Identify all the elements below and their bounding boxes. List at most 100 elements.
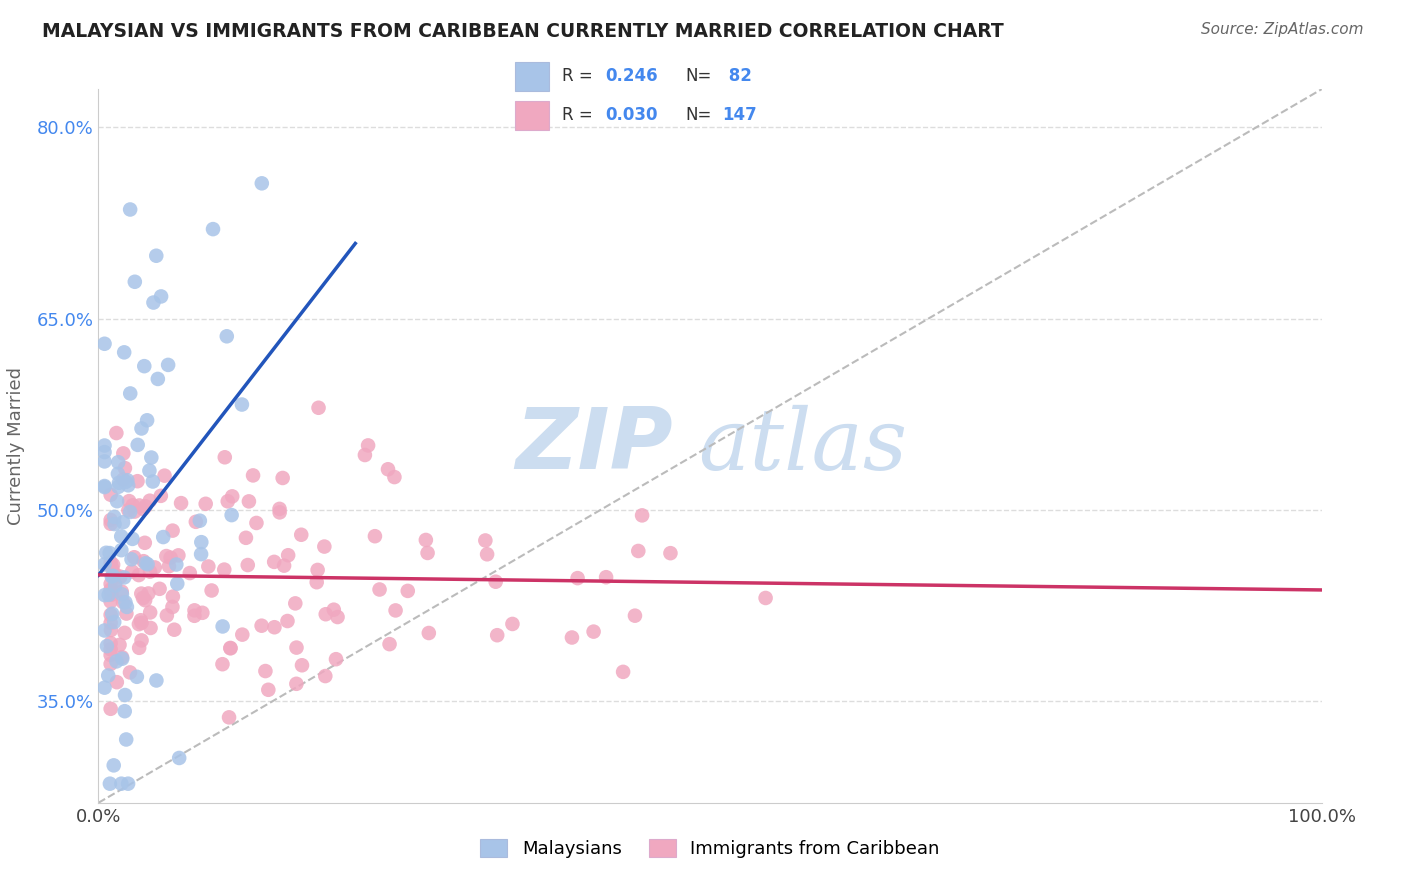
- Point: [134, 593, 156, 607]
- Point: [416, 546, 439, 560]
- Point: [197, 559, 219, 574]
- Point: [314, 540, 336, 554]
- Point: [612, 665, 634, 679]
- Point: [93, 624, 115, 638]
- Point: [624, 608, 647, 623]
- Point: [103, 758, 125, 772]
- Point: [100, 615, 122, 630]
- Point: [231, 398, 253, 412]
- Point: [107, 455, 129, 469]
- Point: [136, 413, 159, 427]
- Point: [131, 586, 153, 600]
- Point: [561, 631, 583, 645]
- Point: [138, 464, 160, 478]
- Point: [139, 606, 162, 620]
- Text: 147: 147: [723, 106, 758, 124]
- Point: [118, 494, 141, 508]
- Point: [325, 652, 347, 666]
- Point: [221, 489, 243, 503]
- Text: N=: N=: [686, 68, 711, 86]
- Point: [149, 489, 172, 503]
- Point: [167, 751, 190, 765]
- Point: [659, 546, 682, 560]
- Point: [217, 494, 239, 508]
- Point: [384, 470, 406, 484]
- Point: [142, 475, 165, 489]
- Point: [162, 524, 184, 538]
- Point: [132, 502, 155, 516]
- Point: [218, 710, 240, 724]
- Point: [273, 558, 295, 573]
- Point: [142, 295, 165, 310]
- Point: [170, 496, 193, 510]
- Point: [132, 591, 155, 605]
- Point: [276, 614, 298, 628]
- Point: [285, 677, 308, 691]
- Point: [121, 532, 143, 546]
- Point: [201, 583, 224, 598]
- Point: [93, 480, 115, 494]
- Point: [134, 500, 156, 514]
- Point: [214, 563, 236, 577]
- Point: [595, 570, 617, 584]
- Point: [290, 527, 312, 541]
- Text: 82: 82: [723, 68, 752, 86]
- Point: [136, 558, 159, 572]
- Point: [271, 471, 294, 485]
- Point: [135, 556, 157, 570]
- Point: [179, 566, 201, 580]
- Text: R =: R =: [562, 68, 592, 86]
- Point: [110, 543, 132, 558]
- Point: [100, 623, 122, 637]
- Point: [257, 682, 280, 697]
- Point: [188, 514, 211, 528]
- Point: [127, 474, 149, 488]
- Point: [93, 479, 115, 493]
- Point: [120, 202, 142, 217]
- Point: [114, 461, 136, 475]
- Point: [101, 569, 124, 583]
- Point: [93, 336, 115, 351]
- Point: [250, 618, 273, 632]
- Point: [100, 648, 122, 662]
- Point: [93, 454, 115, 468]
- Point: [103, 509, 125, 524]
- Point: [101, 607, 124, 621]
- Point: [100, 636, 122, 650]
- Point: [219, 640, 242, 655]
- Point: [235, 531, 257, 545]
- Point: [263, 555, 285, 569]
- Point: [245, 516, 267, 530]
- Point: [190, 535, 212, 549]
- Point: [221, 508, 243, 522]
- Point: [121, 565, 143, 579]
- Point: [112, 515, 135, 529]
- Point: [378, 637, 401, 651]
- Point: [93, 445, 115, 459]
- Point: [567, 571, 589, 585]
- Point: [486, 628, 509, 642]
- Point: [131, 615, 153, 630]
- Point: [242, 468, 264, 483]
- Point: [96, 546, 118, 560]
- Point: [131, 421, 153, 435]
- Point: [100, 702, 122, 716]
- Point: [357, 438, 380, 452]
- Point: [219, 641, 242, 656]
- Point: [117, 478, 139, 492]
- Point: [134, 359, 156, 373]
- Point: [269, 505, 291, 519]
- Point: [118, 665, 141, 680]
- Point: [120, 386, 142, 401]
- Point: [755, 591, 778, 605]
- Point: [153, 468, 176, 483]
- Point: [96, 639, 118, 653]
- Point: [128, 640, 150, 655]
- Point: [194, 497, 217, 511]
- Point: [418, 626, 440, 640]
- Point: [100, 657, 122, 671]
- Point: [114, 688, 136, 702]
- Point: [191, 606, 214, 620]
- Point: [214, 450, 236, 465]
- Point: [122, 550, 145, 565]
